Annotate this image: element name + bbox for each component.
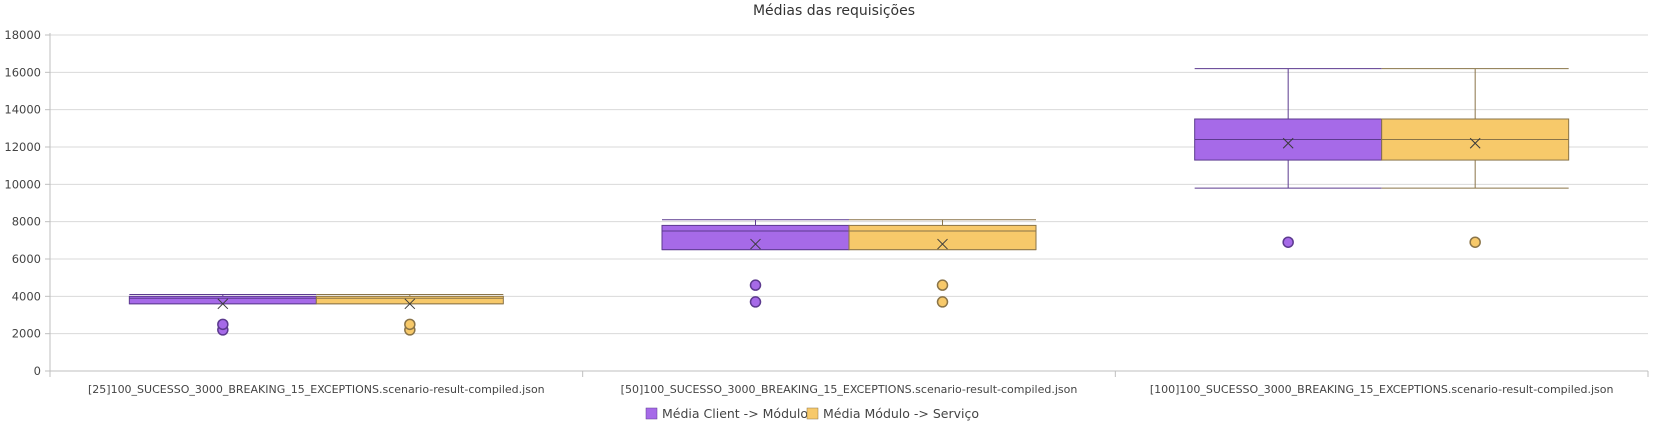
legend-label: Média Módulo -> Serviço [823, 406, 979, 421]
outlier-point [936, 279, 949, 291]
outlier-point [749, 279, 762, 291]
box-modulo-servico [848, 219, 1037, 308]
box-iqr [315, 295, 504, 305]
outlier-point [1282, 236, 1294, 248]
y-tick-label: 0 [34, 364, 41, 378]
mean-marker [750, 238, 761, 250]
y-tick-label: 18000 [4, 28, 41, 42]
box-modulo-servico [315, 293, 504, 336]
box-iqr [128, 295, 317, 305]
box-client-modulo [661, 219, 850, 308]
y-tick-label: 6000 [12, 252, 41, 266]
legend: Média Client -> Módulo Média Módulo -> Se… [645, 406, 979, 421]
box-iqr [848, 224, 1037, 251]
y-tick-label: 4000 [12, 289, 41, 303]
box-client-modulo [128, 293, 317, 336]
y-tick-label: 2000 [12, 327, 41, 341]
y-tick-label: 14000 [4, 103, 41, 117]
outlier-point [404, 318, 416, 331]
plot-area [128, 68, 1570, 336]
outlier-point [217, 318, 229, 331]
legend-label: Média Client -> Módulo [662, 406, 808, 421]
mean-marker [937, 238, 948, 250]
x-tick-label: [50]100_SUCESSO_3000_BREAKING_15_EXCEPTI… [621, 383, 1078, 396]
box-client-modulo [1194, 68, 1383, 248]
box-iqr [661, 224, 850, 251]
mean-marker [1469, 137, 1481, 149]
x-tick-label: [25]100_SUCESSO_3000_BREAKING_15_EXCEPTI… [88, 383, 545, 396]
x-tick-label: [100]100_SUCESSO_3000_BREAKING_15_EXCEPT… [1150, 383, 1614, 396]
outlier-point [749, 296, 762, 308]
y-tick-label: 12000 [4, 140, 41, 154]
mean-marker [217, 298, 229, 310]
legend-swatch [806, 407, 819, 420]
box-modulo-servico [1381, 68, 1570, 248]
axes: 0 2000 4000 6000 8000 10000 12000 14000 16000 180… [4, 28, 1649, 396]
y-tick-label: 8000 [12, 215, 41, 229]
outlier-point [1469, 236, 1481, 248]
grid-lines [50, 34, 1648, 372]
outlier-point [936, 296, 949, 308]
mean-marker [1282, 137, 1294, 149]
y-tick-label: 16000 [4, 65, 41, 79]
y-tick-label: 10000 [4, 177, 41, 191]
mean-marker [404, 298, 416, 310]
chart-title: Médias das requisições [753, 3, 915, 19]
legend-swatch [645, 407, 658, 420]
